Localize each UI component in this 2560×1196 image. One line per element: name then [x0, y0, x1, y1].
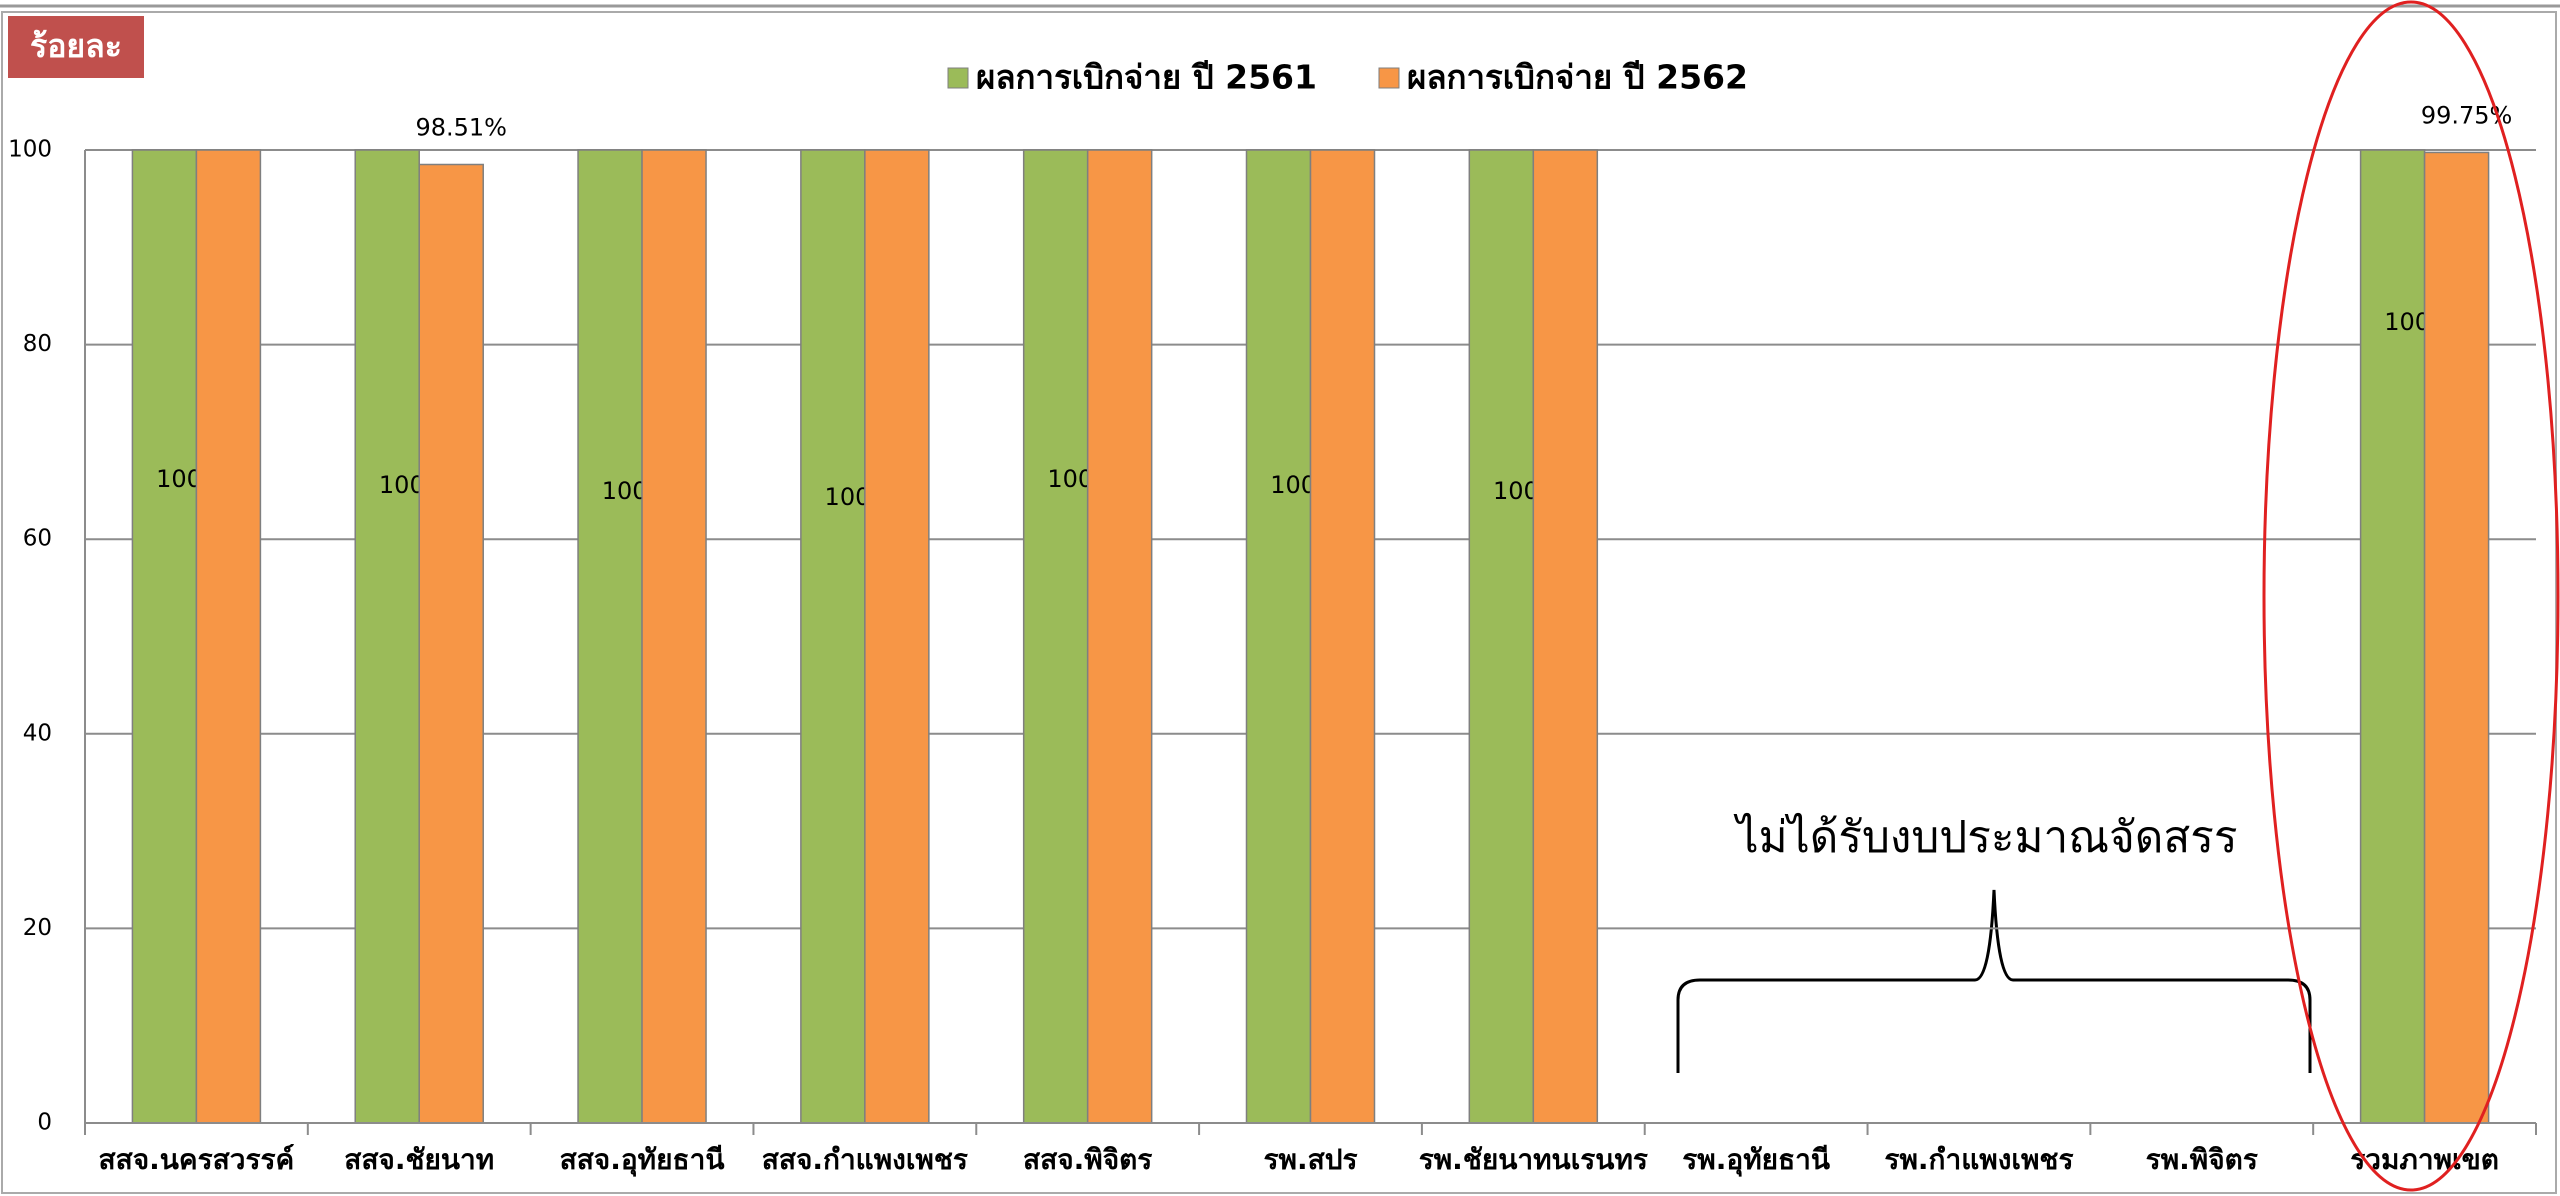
bar — [354, 149, 420, 1124]
bar — [1245, 149, 1312, 1124]
legend-label: ผลการเบิกจ่าย ปี 2562 — [1407, 58, 1748, 97]
bar — [1532, 149, 1599, 1124]
bar — [195, 149, 262, 1124]
x-tick-label: รพ.อุทัยธานี — [1682, 1143, 1830, 1177]
x-tick-label: สสจ.พิจิตร — [1023, 1143, 1152, 1176]
bar — [577, 149, 643, 1124]
bar — [864, 149, 930, 1124]
legend-swatch — [947, 67, 969, 89]
y-tick-label: 80 — [23, 331, 52, 357]
y-tick-label: 20 — [23, 915, 52, 941]
x-tick-label: รพ.สปร — [1263, 1143, 1357, 1176]
badge-text: ร้อยละ — [30, 27, 122, 65]
x-tick-label: สสจ.ชัยนาท — [344, 1143, 494, 1176]
x-tick-label: รพ.พิจิตร — [2146, 1143, 2258, 1176]
y-tick-label: 100 — [8, 137, 52, 163]
bar — [1022, 149, 1089, 1124]
x-tick-label: สสจ.กำแพงเพชร — [762, 1143, 968, 1176]
bar — [1086, 149, 1153, 1124]
plot: 020406080100สสจ.นครสวรรค์100%สสจ.ชัยนาท1… — [8, 101, 2537, 1177]
bar — [641, 149, 707, 1124]
badge — [8, 16, 144, 78]
x-tick-label: สสจ.อุทัยธานี — [560, 1143, 725, 1177]
bar — [418, 163, 484, 1124]
x-tick-label: รพ.ชัยนาทนเรนทร — [1419, 1143, 1648, 1176]
bar — [131, 149, 198, 1124]
bar — [1309, 149, 1376, 1124]
frame — [1, 11, 2557, 1194]
bar — [800, 149, 866, 1124]
legend-swatch — [1378, 67, 1400, 89]
x-tick-label: สสจ.นครสวรรค์ — [99, 1143, 295, 1176]
bar — [2423, 151, 2490, 1124]
legend-label: ผลการเบิกจ่าย ปี 2561 — [976, 58, 1317, 97]
legend: ผลการเบิกจ่าย ปี 2561 ผลการเบิกจ่าย ปี 25… — [947, 58, 1748, 97]
data-label: 98.51% — [415, 113, 507, 141]
bar — [2359, 149, 2426, 1124]
x-tick-label: รพ.กำแพงเพชร — [1884, 1143, 2073, 1176]
annotation: ไม่ได้รับงบประมาณจัดสรร — [1733, 812, 2237, 863]
y-tick-label: 60 — [23, 526, 52, 552]
brace — [1676, 889, 2312, 1073]
y-tick-label: 40 — [23, 720, 52, 746]
highlight-ellipse — [2262, 0, 2560, 1192]
y-tick-label: 0 — [37, 1110, 52, 1136]
bar — [1468, 149, 1535, 1124]
